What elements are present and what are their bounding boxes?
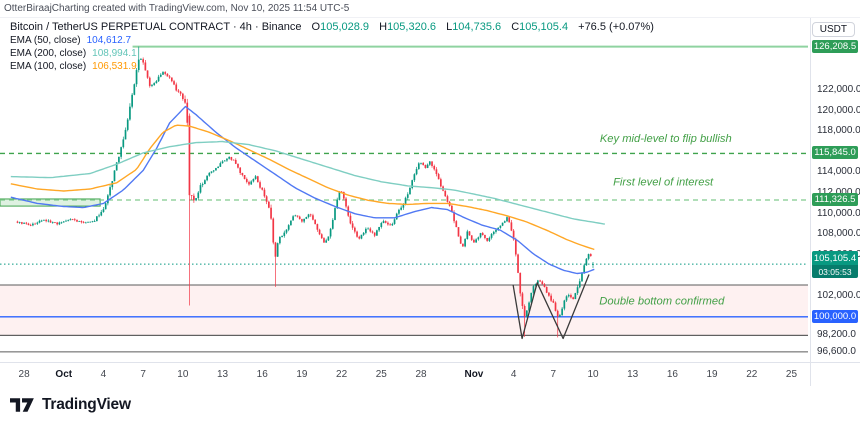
price-level-badge: 100,000.0: [812, 309, 858, 323]
symbol-legend: Bitcoin / TetherUS PERPETUAL CONTRACT · …: [10, 21, 654, 74]
price-tick: 110,000.0: [817, 207, 860, 219]
indicator-row[interactable]: EMA (200, close) 108,994.1: [10, 48, 654, 61]
footer[interactable]: TradingView: [10, 396, 131, 414]
time-tick: 25: [375, 369, 387, 380]
interval-label: 4h: [239, 21, 252, 33]
time-tick: 28: [415, 369, 427, 380]
time-tick: 7: [550, 369, 557, 380]
levels-layer: [0, 45, 808, 318]
ohlc-open-value: 105,028.9: [320, 21, 370, 33]
time-tick-month: Oct: [55, 369, 73, 380]
time-axis[interactable]: 28 Oct 4 7 10 13 16 19 22 25 28 Nov 4 7 10 13 16 19 22 25: [0, 363, 810, 386]
time-tick: 10: [587, 369, 599, 380]
chart-canvas[interactable]: Key mid-level to flip bullish First level…: [0, 0, 810, 390]
time-tick-month: Nov: [464, 369, 484, 380]
legend-separator: ·: [254, 21, 259, 33]
candles-layer: [16, 46, 594, 338]
price-axis[interactable]: USDT 122,000.0 120,000.0 118,000.0 114,000.…: [811, 18, 860, 386]
indicator-label: EMA (50, close): [10, 35, 81, 46]
chart-annotation: Key mid-level to flip bullish: [600, 133, 732, 145]
time-tick: 4: [510, 369, 517, 380]
ema-line: [10, 140, 606, 225]
time-tick: 25: [785, 369, 798, 380]
time-tick: 7: [140, 369, 146, 380]
zones-layer: [0, 198, 101, 207]
indicator-row[interactable]: EMA (100, close) 106,531.9: [10, 61, 654, 74]
time-axis-border: [0, 362, 860, 363]
tradingview-logo-icon[interactable]: [10, 397, 35, 413]
ohlc-low-label: L: [446, 21, 453, 33]
chart-annotation: First level of interest: [613, 176, 714, 188]
legend-separator: ·: [232, 21, 237, 33]
price-level-badge: 126,208.5: [812, 39, 858, 53]
symbol-title-row[interactable]: Bitcoin / TetherUS PERPETUAL CONTRACT · …: [10, 21, 654, 35]
ohlc-close-label: C: [511, 21, 520, 33]
price-axis-border: [810, 18, 811, 386]
ohlc-close-value: 105,105.4: [519, 21, 569, 33]
chart-top-border: [0, 17, 860, 18]
ema-line: [10, 105, 595, 275]
price-tick: 98,200.0: [817, 329, 856, 341]
time-tick: 16: [666, 369, 678, 380]
indicator-row[interactable]: EMA (50, close) 104,612.7: [10, 35, 654, 48]
price-tick: 102,000.0: [817, 290, 860, 302]
price-tick: 108,000.0: [817, 228, 860, 240]
brand-name: TradingView: [42, 396, 131, 413]
annotations-layer: Key mid-level to flip bullish First level…: [599, 133, 731, 307]
price-level-badge: 115,845.0: [812, 146, 858, 160]
price-tick: 114,000.0: [817, 166, 860, 178]
time-tick: 22: [746, 369, 758, 380]
indicator-value: 108,994.1: [92, 48, 137, 59]
time-tick: 13: [216, 369, 229, 380]
symbol-title: Bitcoin / TetherUS PERPETUAL CONTRACT: [10, 21, 230, 33]
currency-button[interactable]: USDT: [811, 22, 855, 37]
current-price-badge: 105,105.4 03:05:53: [812, 251, 858, 279]
left-zone-box: [0, 198, 101, 207]
indicator-label: EMA (100, close): [10, 61, 87, 72]
ohlc-low-value: 104,735.6: [452, 21, 502, 33]
ohlc-change-value: +76.5 (+0.07%): [578, 21, 654, 33]
time-tick: 19: [296, 369, 308, 380]
price-tick: 112,000.0: [817, 187, 860, 198]
time-tick: 4: [100, 369, 107, 380]
indicator-label: EMA (200, close): [10, 48, 87, 59]
time-tick: 19: [706, 369, 718, 380]
time-tick: 10: [177, 369, 189, 380]
indicator-value: 106,531.9: [92, 61, 137, 72]
ema-layer: [10, 105, 606, 275]
indicator-value: 104,612.7: [86, 35, 132, 46]
time-tick: 16: [256, 369, 268, 380]
double-bottom-drawing: [512, 274, 590, 340]
watermark-text: OtterBiraajCharting created with Trading…: [4, 3, 350, 14]
candle-countdown: 03:05:53: [812, 265, 858, 279]
ohlc-high-value: 105,320.6: [387, 21, 436, 33]
exchange-label: Binance: [261, 21, 302, 33]
price-level-badge: 111,326.5: [812, 193, 858, 207]
time-tick: 13: [627, 369, 639, 380]
price-tick: 118,000.0: [817, 125, 860, 137]
ohlc-open-label: O: [311, 21, 321, 33]
time-tick: 28: [18, 369, 30, 380]
ohlc-high-label: H: [379, 21, 388, 33]
drawings-layer: [512, 274, 590, 340]
bands-layer: [0, 284, 808, 353]
legend-indicators: EMA (50, close) 104,612.7 EMA (200, close)…: [10, 35, 654, 74]
price-tick: 96,600.0: [817, 345, 856, 357]
price-tick: 120,000.0: [817, 104, 860, 116]
ema-line: [10, 124, 595, 251]
time-tick: 22: [336, 369, 348, 380]
chart-annotation: Double bottom confirmed: [599, 295, 725, 307]
price-tick: 122,000.0: [817, 84, 860, 95]
support-band: [0, 285, 808, 336]
current-price-value: 105,105.4: [812, 251, 858, 266]
